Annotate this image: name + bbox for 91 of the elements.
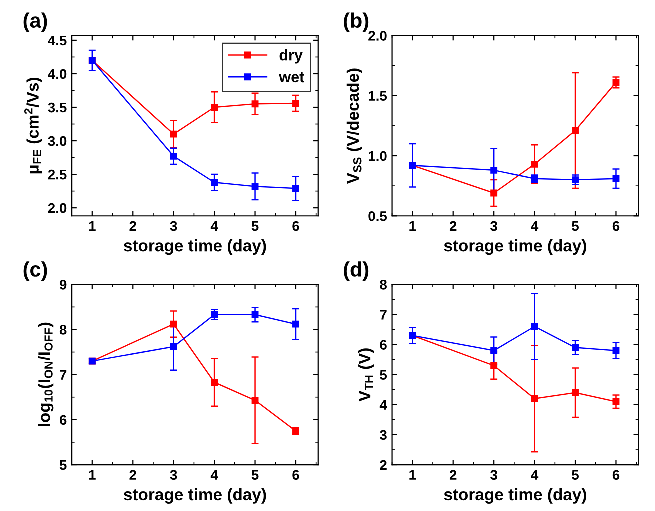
y-tick-label: 2 bbox=[380, 460, 387, 470]
y-tick-label: 2.0 bbox=[48, 203, 67, 214]
point bbox=[170, 320, 178, 328]
y-tick-label: 1.0 bbox=[368, 151, 387, 162]
y-tick-label: 7 bbox=[380, 310, 387, 320]
chart-title: (a) bbox=[24, 12, 48, 32]
y-tick-label: 1.5 bbox=[368, 91, 388, 102]
point bbox=[612, 175, 620, 182]
y-axis-title: μ$_{FE}$ (cm$^{2}$/Vs) bbox=[24, 78, 42, 174]
x-axis-title: storage time (day) bbox=[444, 488, 586, 504]
y-tick-label: 8 bbox=[380, 280, 387, 290]
point bbox=[292, 320, 300, 328]
y-tick-label: 6 bbox=[60, 415, 67, 426]
legend-label: dry bbox=[280, 50, 303, 64]
y-axis-title: log$_{10}$(I$_{ON}$/I$_{OFF}$) bbox=[38, 322, 54, 427]
legend-label: wet bbox=[279, 72, 304, 83]
x-axis-title: storage time (day) bbox=[124, 239, 266, 256]
point bbox=[292, 100, 300, 107]
x-tick-label: 6 bbox=[292, 221, 300, 232]
point bbox=[531, 323, 538, 330]
x-tick-label: 1 bbox=[410, 470, 416, 480]
y-tick-label: 5 bbox=[60, 460, 67, 470]
chart-title: (b) bbox=[344, 12, 369, 32]
x-tick-label: 6 bbox=[292, 470, 300, 480]
point bbox=[531, 175, 538, 182]
x-tick-label: 4 bbox=[210, 470, 218, 480]
x-tick-label: 3 bbox=[170, 470, 178, 480]
y-tick-label: 5 bbox=[380, 370, 388, 380]
y-tick-label: 2.0 bbox=[368, 31, 387, 41]
point bbox=[612, 398, 620, 406]
y-tick-label: 3.0 bbox=[48, 136, 67, 146]
chart-title: (d) bbox=[344, 262, 369, 282]
y-axis-title: V$_{SS}$ (V/decade) bbox=[346, 68, 362, 184]
x-tick-label: 2 bbox=[450, 470, 457, 480]
y-tick-label: 3 bbox=[380, 430, 387, 440]
point bbox=[572, 389, 579, 396]
x-tick-label: 1 bbox=[410, 221, 416, 232]
point bbox=[252, 100, 259, 108]
y-tick-label: 4 bbox=[380, 400, 388, 410]
x-tick-label: 6 bbox=[612, 470, 620, 480]
y-tick-label: 3.5 bbox=[48, 102, 67, 113]
x-tick-label: 4 bbox=[531, 470, 539, 480]
y-tick-label: 4.0 bbox=[48, 69, 67, 80]
x-tick-label: 2 bbox=[130, 221, 136, 232]
point bbox=[490, 190, 498, 197]
point bbox=[211, 104, 218, 111]
point bbox=[252, 397, 259, 404]
y-tick-label: 7 bbox=[60, 370, 67, 380]
point bbox=[211, 179, 218, 186]
x-tick-label: 5 bbox=[572, 221, 579, 232]
point bbox=[612, 347, 620, 354]
y-tick-label: 4.5 bbox=[48, 36, 67, 46]
x-tick-label: 2 bbox=[130, 470, 136, 480]
y-tick-label: 0.5 bbox=[368, 211, 388, 222]
x-tick-label: 5 bbox=[252, 221, 259, 232]
x-tick-label: 6 bbox=[612, 221, 620, 232]
point bbox=[211, 311, 218, 318]
x-tick-label: 4 bbox=[210, 221, 218, 232]
point bbox=[490, 166, 498, 174]
chart-title: (c) bbox=[24, 262, 48, 282]
point bbox=[211, 379, 218, 386]
point bbox=[170, 130, 178, 138]
x-tick-label: 2 bbox=[450, 221, 457, 232]
point bbox=[490, 362, 498, 370]
x-axis-title: storage time (day) bbox=[444, 239, 586, 256]
x-tick-label: 3 bbox=[170, 221, 178, 232]
point bbox=[531, 160, 538, 168]
point bbox=[170, 343, 178, 350]
y-tick-label: 9 bbox=[60, 280, 67, 290]
y-tick-label: 6 bbox=[380, 340, 387, 350]
y-axis-title: V$_{TH}$ (V) bbox=[358, 348, 374, 402]
y-tick-label: 2.5 bbox=[48, 170, 67, 180]
point bbox=[572, 344, 579, 352]
x-tick-label: 1 bbox=[89, 221, 96, 232]
point bbox=[531, 395, 538, 402]
point bbox=[490, 347, 498, 354]
x-tick-label: 1 bbox=[89, 470, 96, 480]
x-tick-label: 5 bbox=[572, 470, 579, 480]
x-tick-label: 5 bbox=[252, 470, 259, 480]
point bbox=[292, 185, 300, 192]
point bbox=[572, 176, 579, 184]
point bbox=[252, 311, 259, 318]
x-tick-label: 4 bbox=[531, 221, 539, 232]
x-axis-title: storage time (day) bbox=[124, 488, 266, 504]
point bbox=[572, 127, 579, 134]
x-tick-label: 3 bbox=[490, 470, 498, 480]
x-tick-label: 3 bbox=[490, 221, 498, 232]
point bbox=[612, 79, 620, 86]
y-tick-label: 8 bbox=[60, 325, 67, 335]
point bbox=[170, 152, 178, 160]
point bbox=[252, 183, 259, 190]
